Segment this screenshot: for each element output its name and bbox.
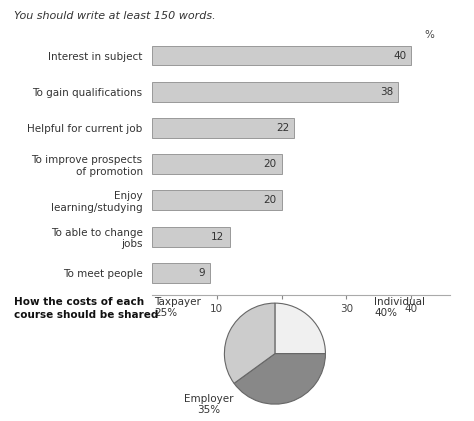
- Text: Taxpayer
25%: Taxpayer 25%: [154, 297, 201, 318]
- Text: 9: 9: [198, 268, 205, 278]
- Text: 38: 38: [380, 87, 393, 97]
- Text: %: %: [424, 30, 434, 40]
- Bar: [152, 118, 294, 138]
- Text: Individual
40%: Individual 40%: [374, 297, 426, 318]
- Wedge shape: [234, 354, 326, 404]
- Bar: [152, 82, 398, 102]
- Bar: [152, 190, 282, 210]
- Text: 40: 40: [393, 51, 406, 61]
- Text: 20: 20: [263, 159, 276, 169]
- Text: 22: 22: [276, 123, 289, 133]
- Bar: [152, 226, 229, 247]
- Text: You should write at least 150 words.: You should write at least 150 words.: [14, 11, 216, 21]
- Bar: [152, 263, 210, 283]
- Bar: [152, 45, 411, 66]
- Text: Employer
35%: Employer 35%: [184, 394, 233, 415]
- Wedge shape: [275, 303, 326, 354]
- Text: 12: 12: [211, 232, 224, 242]
- Bar: [152, 154, 282, 174]
- Text: How the costs of each
course should be shared: How the costs of each course should be s…: [14, 297, 159, 320]
- Text: 20: 20: [263, 195, 276, 205]
- Wedge shape: [224, 303, 275, 384]
